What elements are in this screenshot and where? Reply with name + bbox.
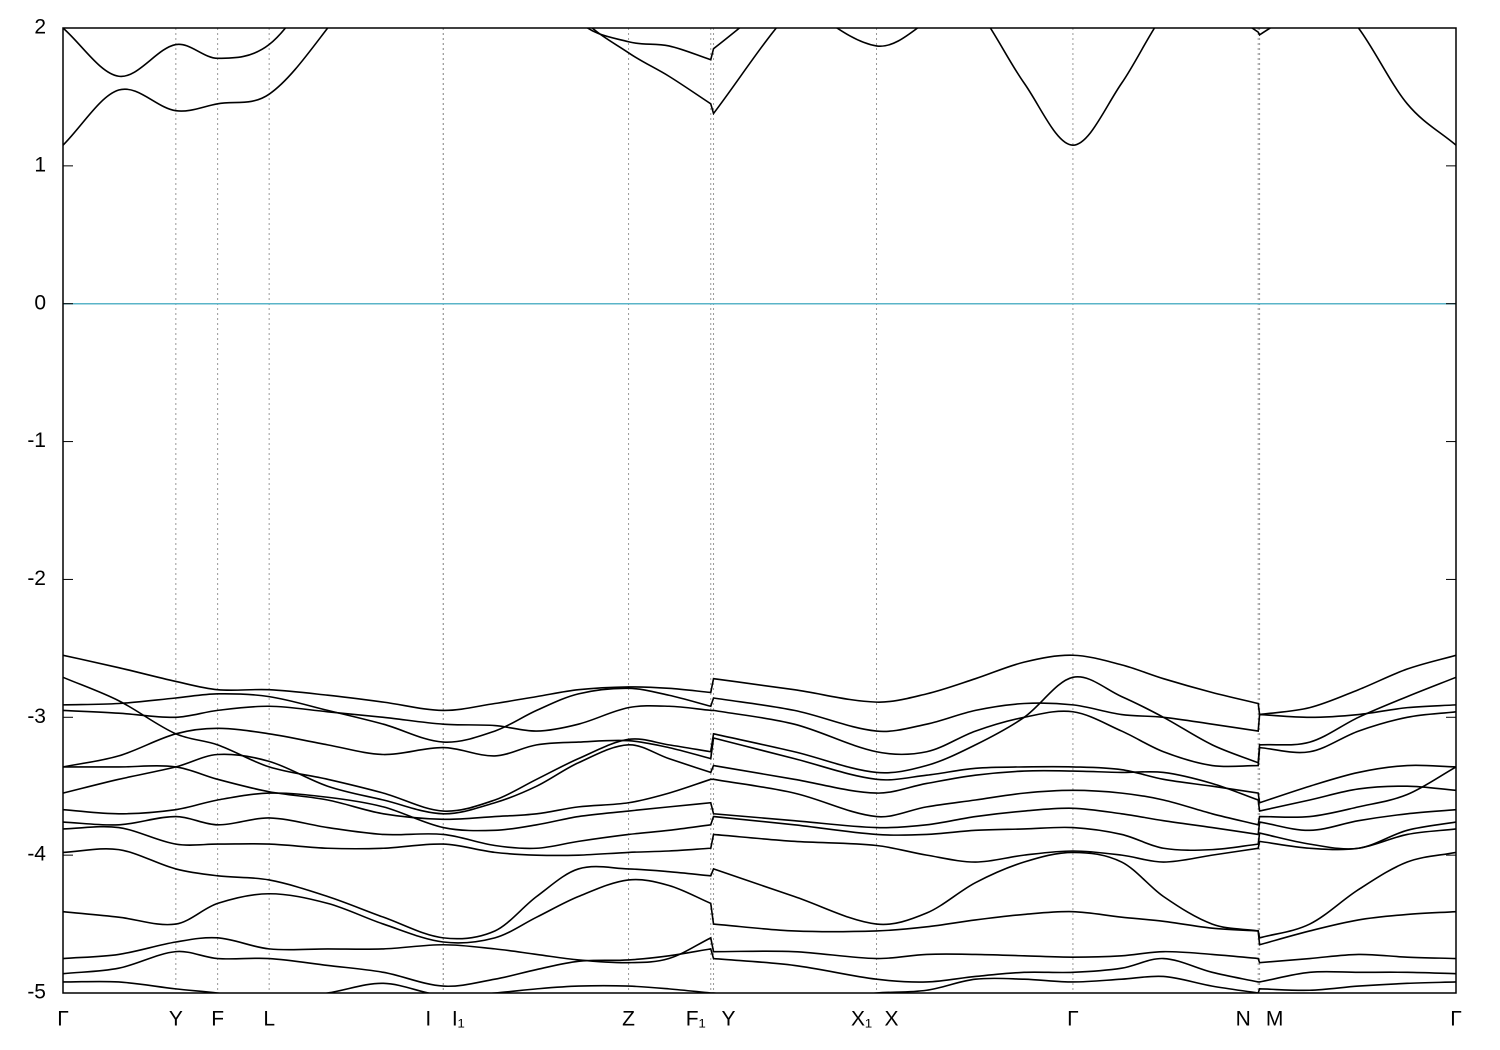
band-line xyxy=(63,815,1456,852)
band-line xyxy=(63,847,1456,940)
y-tick-label: -3 xyxy=(27,705,46,728)
y-tick-label: -1 xyxy=(27,429,46,452)
band-line xyxy=(63,654,1456,716)
x-tick-label: F xyxy=(211,1008,224,1031)
band-line xyxy=(63,765,1456,826)
x-tick-label: I xyxy=(425,1008,431,1031)
x-tick-label: Y xyxy=(722,1008,736,1031)
x-tick-label: F₁ xyxy=(686,1008,706,1031)
band-line xyxy=(63,727,1456,804)
x-tick-label: X₁ xyxy=(851,1008,872,1031)
band-line xyxy=(63,947,1456,988)
x-tick-label: N xyxy=(1236,1008,1251,1031)
y-tick-label: -2 xyxy=(27,567,46,590)
x-tick-label: M xyxy=(1266,1008,1284,1031)
y-tick-label: 2 xyxy=(34,16,46,39)
band-line xyxy=(63,825,1456,863)
y-tick-label: -5 xyxy=(27,981,46,1004)
y-tick-label: 1 xyxy=(34,153,46,176)
y-tick-label: -4 xyxy=(27,843,46,866)
x-tick-label: Z xyxy=(622,1008,635,1031)
band-line xyxy=(835,28,919,47)
grid xyxy=(175,28,1261,993)
x-tick-label: Γ xyxy=(1450,1008,1462,1031)
band-line xyxy=(63,28,1272,78)
band-line xyxy=(63,936,1456,964)
plot-frame xyxy=(62,27,1457,994)
y-tick-label: 0 xyxy=(34,291,46,314)
labels: 2 1 0 -1 -2 -3 -4 -5 Γ Y F L I I₁ Z F₁ Y X₁ X Γ N M Γ xyxy=(27,16,1461,1031)
x-tick-label: L xyxy=(263,1008,275,1031)
x-tick-label: X xyxy=(885,1008,899,1031)
band-line xyxy=(63,704,1456,768)
band-line xyxy=(63,28,1456,146)
x-tick-label: Γ xyxy=(1067,1008,1079,1031)
bands xyxy=(63,28,1456,993)
band-line xyxy=(63,792,1456,836)
band-line xyxy=(63,744,1456,815)
band-line xyxy=(63,687,1456,743)
x-tick-label: Y xyxy=(169,1008,183,1031)
band-line xyxy=(63,878,1456,946)
x-tick-label: Γ xyxy=(57,1008,69,1031)
band-line xyxy=(63,975,1456,993)
x-tick-label: I₁ xyxy=(452,1008,465,1031)
